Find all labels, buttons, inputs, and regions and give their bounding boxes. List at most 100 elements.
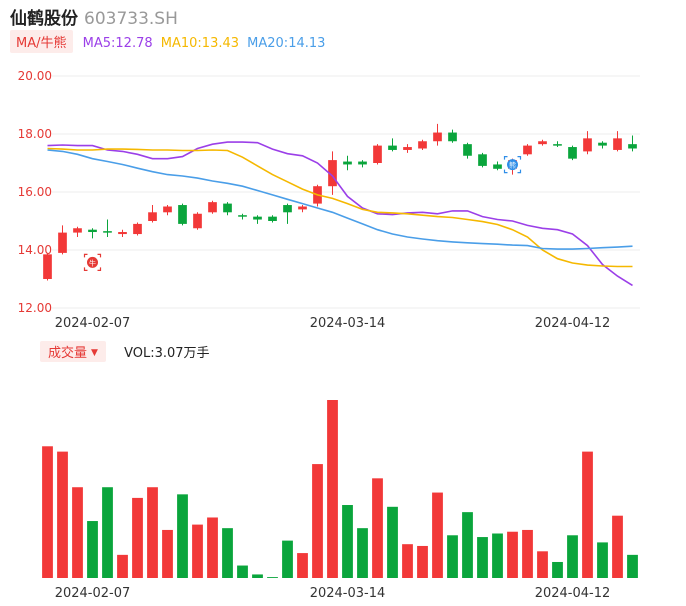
volume-bar[interactable]: [252, 574, 263, 578]
candle-body[interactable]: [163, 206, 172, 213]
volume-bar[interactable]: [432, 492, 443, 578]
volume-bar[interactable]: [132, 497, 143, 578]
candle-body[interactable]: [478, 154, 487, 166]
volume-bar[interactable]: [162, 529, 173, 578]
candle-body[interactable]: [103, 231, 112, 233]
candle-body[interactable]: [433, 132, 442, 142]
candle-body[interactable]: [43, 254, 52, 279]
candle-body[interactable]: [493, 164, 502, 169]
date-tick-label: 2024-03-14: [310, 316, 386, 331]
candle-body[interactable]: [538, 141, 547, 145]
volume-bar[interactable]: [222, 528, 233, 578]
volume-bar[interactable]: [42, 446, 53, 578]
candle-body[interactable]: [253, 216, 262, 220]
volume-bar[interactable]: [462, 512, 473, 578]
candle-body[interactable]: [208, 202, 217, 213]
ma-indicator-toggle[interactable]: MA/牛熊: [10, 30, 73, 53]
candle-body[interactable]: [73, 228, 82, 233]
volume-bar[interactable]: [342, 505, 353, 578]
volume-bar[interactable]: [267, 577, 278, 578]
volume-indicator-toggle[interactable]: 成交量 ▼: [40, 341, 106, 362]
volume-bar[interactable]: [237, 565, 248, 578]
candle-body[interactable]: [58, 232, 67, 253]
volume-bar[interactable]: [552, 561, 563, 578]
volume-bar[interactable]: [492, 533, 503, 579]
candle-body[interactable]: [178, 205, 187, 224]
volume-bar[interactable]: [537, 551, 548, 578]
candle-body[interactable]: [133, 223, 142, 235]
candle-body[interactable]: [148, 212, 157, 221]
ma20-value: MA20:14.13: [247, 36, 326, 51]
candle-body[interactable]: [328, 160, 337, 187]
volume-bar[interactable]: [372, 478, 383, 578]
date-tick-label: 2024-03-14: [310, 586, 386, 601]
volume-bar[interactable]: [447, 535, 458, 578]
volume-bar[interactable]: [147, 487, 158, 578]
svg-text:牛: 牛: [89, 258, 96, 267]
volume-bar[interactable]: [357, 528, 368, 578]
candle-body[interactable]: [598, 142, 607, 146]
volume-bar[interactable]: [327, 400, 338, 578]
candle-body[interactable]: [568, 147, 577, 159]
candle-body[interactable]: [358, 161, 367, 165]
price-tick-label: 18.00: [18, 127, 52, 141]
volume-bar[interactable]: [177, 494, 188, 578]
volume-bar[interactable]: [417, 545, 428, 578]
candle-body[interactable]: [418, 141, 427, 149]
caret-down-icon: ▼: [91, 348, 98, 358]
candle-body[interactable]: [448, 132, 457, 142]
candle-body[interactable]: [298, 206, 307, 210]
candle-body[interactable]: [223, 203, 232, 213]
blue-seal-marker-icon: 熊: [503, 156, 522, 174]
date-tick-label: 2024-02-07: [55, 316, 131, 331]
candle-body[interactable]: [343, 161, 352, 165]
volume-bar[interactable]: [627, 554, 638, 578]
volume-bar[interactable]: [117, 554, 128, 578]
candle-body[interactable]: [613, 138, 622, 150]
candle-body[interactable]: [88, 229, 97, 233]
ma5-line: [47, 141, 633, 287]
volume-bar[interactable]: [387, 506, 398, 578]
candle-body[interactable]: [268, 216, 277, 221]
volume-bar[interactable]: [297, 553, 308, 578]
volume-toggle-label: 成交量: [48, 346, 88, 361]
volume-bar[interactable]: [522, 529, 533, 578]
volume-bar[interactable]: [477, 537, 488, 578]
stock-code: 603733.SH: [84, 9, 178, 29]
volume-bar[interactable]: [567, 535, 578, 578]
candle-body[interactable]: [628, 144, 637, 149]
candle-body[interactable]: [283, 205, 292, 213]
price-tick-label: 20.00: [18, 69, 52, 83]
candle-body[interactable]: [193, 213, 202, 229]
volume-bar[interactable]: [612, 515, 623, 578]
candle-body[interactable]: [118, 232, 127, 235]
ma-legend: MA/牛熊 MA5:12.78 MA10:13.43 MA20:14.13: [10, 30, 325, 54]
candle-body[interactable]: [553, 144, 562, 146]
volume-bar[interactable]: [597, 542, 608, 578]
candle-body[interactable]: [238, 215, 247, 217]
candle-body[interactable]: [388, 145, 397, 150]
volume-bar[interactable]: [102, 487, 113, 578]
candle-body[interactable]: [523, 145, 532, 155]
volume-bar[interactable]: [87, 521, 98, 578]
volume-bar[interactable]: [582, 451, 593, 578]
volume-bar[interactable]: [192, 524, 203, 578]
volume-bar[interactable]: [207, 517, 218, 578]
candle-body[interactable]: [583, 138, 592, 152]
price-tick-label: 16.00: [18, 185, 52, 199]
candle-body[interactable]: [373, 145, 382, 163]
volume-bar[interactable]: [72, 487, 83, 578]
chart-header: 仙鹤股份 603733.SH: [10, 4, 178, 29]
ma20-line: [47, 149, 633, 250]
candle-body[interactable]: [463, 144, 472, 156]
volume-bar[interactable]: [402, 544, 413, 578]
volume-bar[interactable]: [282, 540, 293, 578]
candle-body[interactable]: [403, 147, 412, 150]
volume-bar[interactable]: [312, 464, 323, 578]
stock-name: 仙鹤股份: [10, 9, 78, 29]
volume-bar[interactable]: [57, 451, 68, 578]
ma10-line: [47, 147, 633, 268]
svg-text:熊: 熊: [509, 161, 516, 170]
volume-bar[interactable]: [507, 531, 518, 578]
